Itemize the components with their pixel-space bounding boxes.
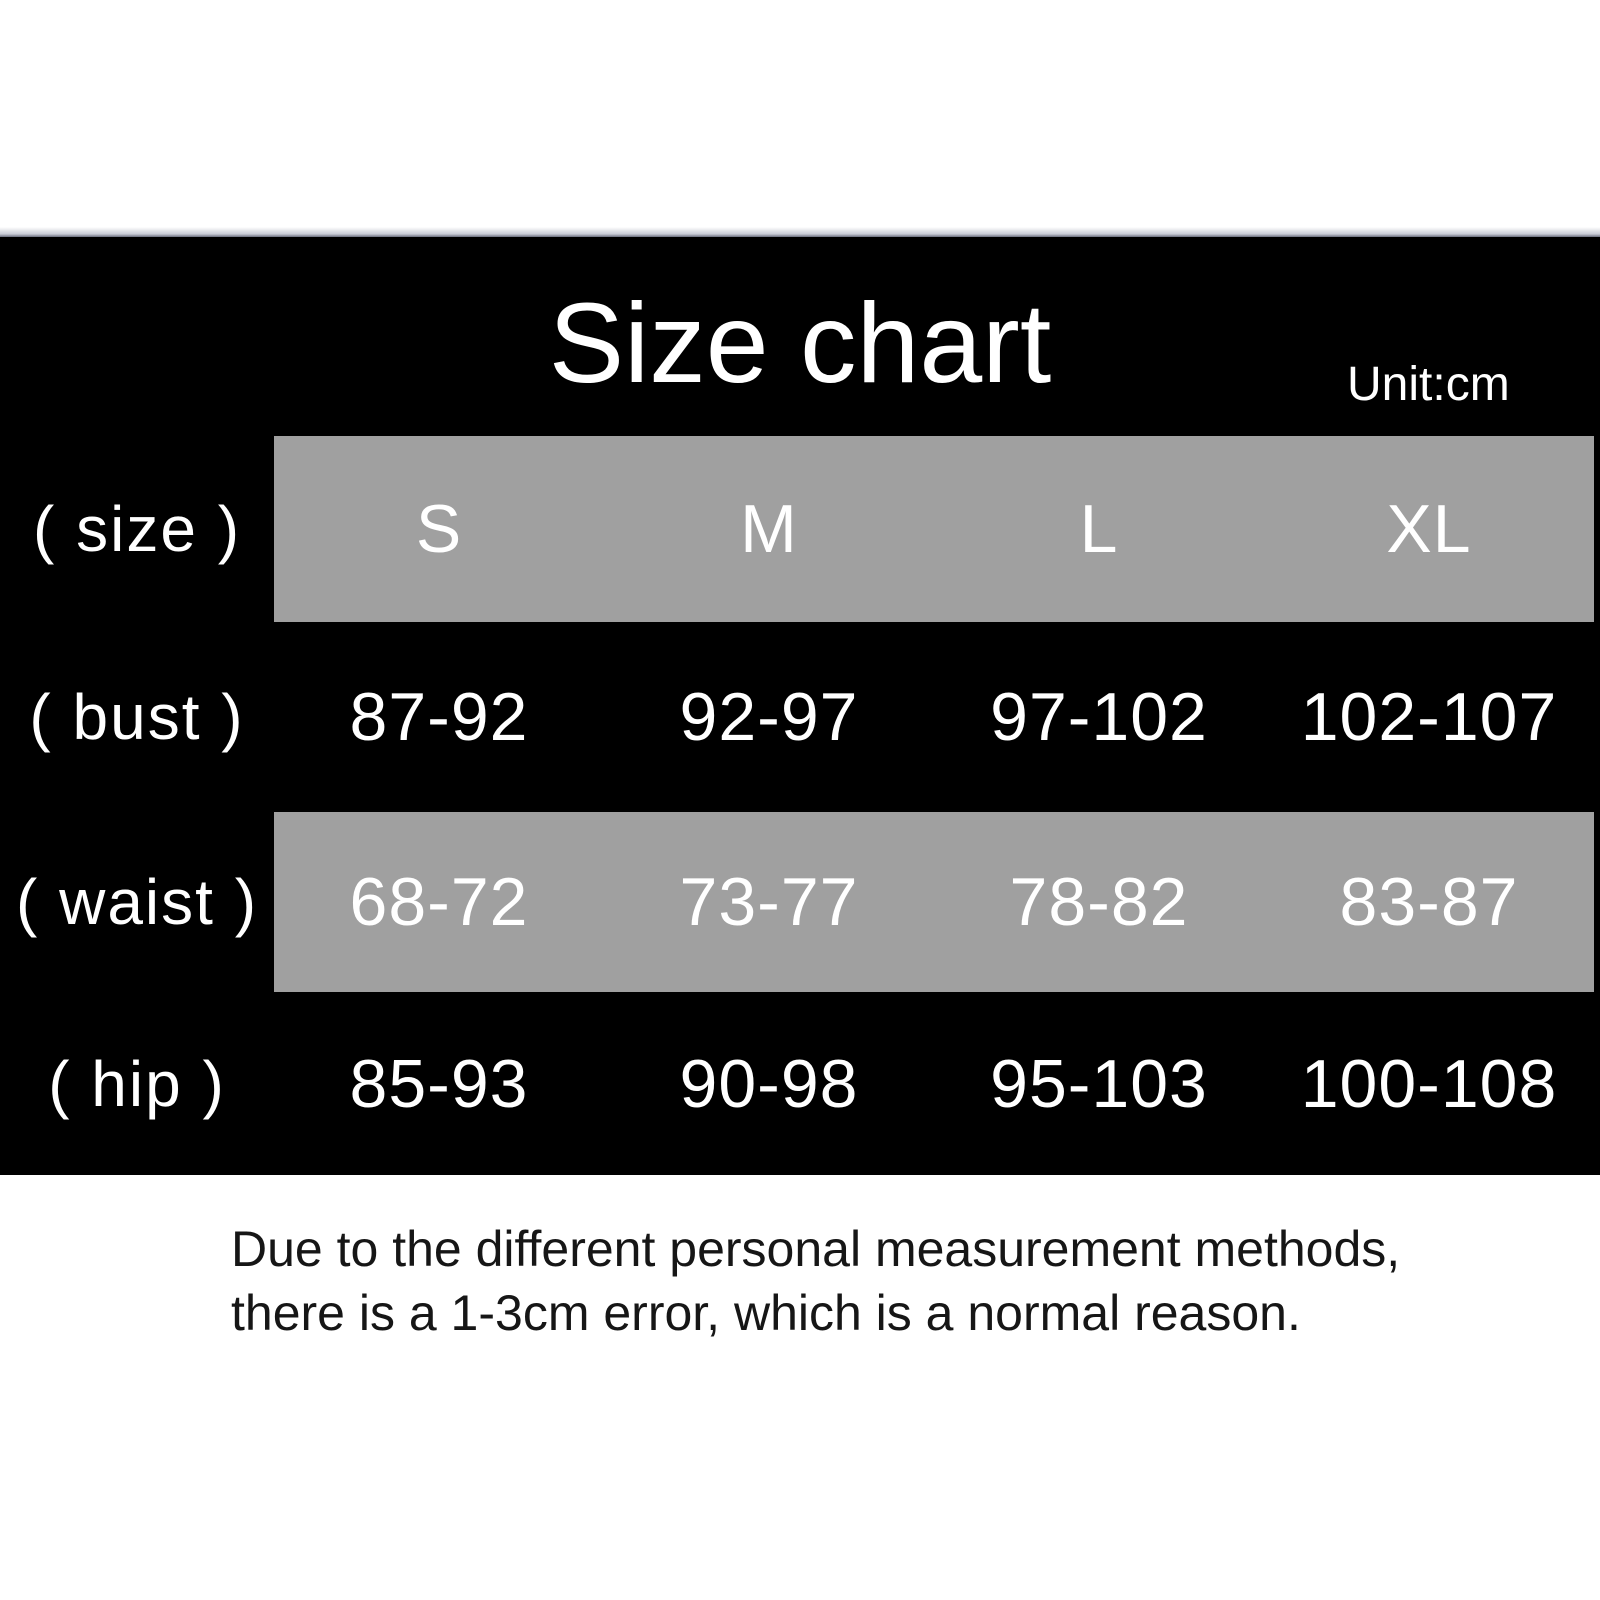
waist-value-l: 78-82 [934, 812, 1264, 992]
row-label-bust: ( bust ) [29, 681, 245, 753]
chart-title: Size chart [548, 280, 1052, 406]
size-table: ( size ) S M L XL ( bust ) 87-92 92-97 9… [0, 436, 1594, 1175]
size-chart-panel: Size chart Unit:cm ( size ) S M L XL ( b… [0, 237, 1600, 1175]
waist-value-m: 73-77 [604, 812, 934, 992]
hip-value-m: 90-98 [679, 1045, 859, 1122]
column-header-l: L [934, 436, 1264, 622]
bust-value-l: 97-102 [990, 679, 1208, 755]
bust-value-s: 87-92 [349, 679, 529, 755]
column-header-s: S [274, 436, 604, 622]
waist-value-xl: 83-87 [1264, 812, 1594, 992]
measurement-note-line-2: there is a 1-3cm error, which is a norma… [231, 1285, 1301, 1341]
column-header-xl: XL [1264, 436, 1594, 622]
bust-value-xl: 102-107 [1300, 679, 1558, 755]
measurement-note-line-1: Due to the different personal measuremen… [231, 1221, 1401, 1277]
size-table-corner-label: ( size ) [33, 493, 241, 565]
measurement-note: Due to the different personal measuremen… [231, 1217, 1400, 1345]
row-label-hip: ( hip ) [48, 1047, 226, 1120]
panel-top-edge-shadow [0, 227, 1600, 237]
unit-label: Unit:cm [1347, 358, 1510, 411]
bust-value-m: 92-97 [679, 679, 859, 755]
hip-value-s: 85-93 [349, 1045, 529, 1122]
hip-value-xl: 100-108 [1300, 1045, 1558, 1122]
waist-value-s: 68-72 [274, 812, 604, 992]
row-label-waist: ( waist ) [16, 866, 258, 938]
column-header-m: M [604, 436, 934, 622]
hip-value-l: 95-103 [990, 1045, 1208, 1122]
